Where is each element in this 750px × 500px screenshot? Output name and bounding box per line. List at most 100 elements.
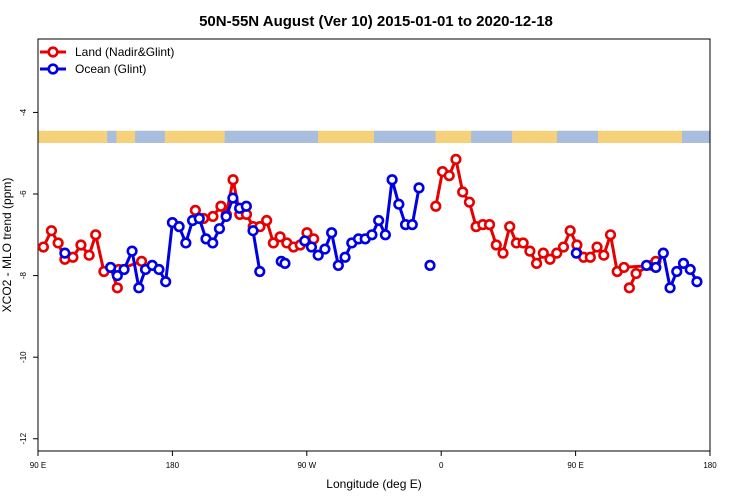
data-point: [111, 269, 123, 282]
data-point: [413, 182, 425, 194]
data-point: [530, 257, 543, 269]
data-point: [153, 263, 165, 276]
data-point: [623, 282, 635, 294]
x-tick-label: 90 E: [567, 461, 583, 470]
strip-ocean: [107, 130, 117, 144]
series-ocean: [59, 174, 703, 294]
x-tick-label: 180: [166, 461, 180, 470]
y-tick-label: -4: [19, 108, 28, 116]
data-point: [126, 245, 138, 257]
data-point: [332, 259, 344, 271]
data-point: [111, 282, 123, 294]
data-point: [443, 170, 455, 182]
data-point: [366, 229, 378, 241]
data-point: [537, 247, 549, 259]
data-point: [584, 251, 596, 263]
data-point: [299, 235, 311, 247]
data-point: [598, 249, 610, 261]
data-point: [604, 229, 617, 241]
data-point: [59, 247, 71, 259]
data-point: [564, 225, 576, 237]
y-tick-label: -6: [19, 190, 28, 198]
strip-ocean: [224, 130, 318, 144]
strip-ocean: [682, 130, 710, 144]
y-tick-label: -10: [19, 351, 28, 363]
strip-ocean: [556, 130, 598, 144]
legend-ocean-label: Ocean (Glint): [75, 62, 146, 76]
y-axis: -4 -6 -8 -10 -12: [19, 108, 38, 445]
data-point: [591, 241, 603, 253]
data-point: [240, 200, 252, 212]
data-point: [180, 237, 192, 249]
chart-title: 50N-55N August (Ver 10) 2015-01-01 to 20…: [199, 13, 553, 30]
data-point: [504, 221, 516, 233]
data-point: [227, 174, 239, 186]
data-point: [52, 237, 64, 249]
data-point: [640, 259, 653, 271]
x-axis: 90 E 180 90 W 0 90 E 180: [30, 451, 717, 470]
data-point: [393, 198, 405, 210]
data-point: [274, 231, 286, 243]
x-tick-label: 90 E: [30, 461, 46, 470]
plot-frame: [37, 38, 711, 452]
data-point: [326, 227, 338, 239]
data-point: [133, 282, 145, 294]
legend-item-land: Land (Nadir&Glint): [40, 45, 174, 59]
legend-item-ocean: Ocean (Glint): [40, 62, 146, 76]
data-point: [406, 219, 418, 231]
data-point: [279, 257, 291, 269]
data-point: [319, 243, 331, 255]
data-point: [483, 219, 496, 231]
series-layer: [37, 153, 703, 294]
data-point: [118, 263, 130, 276]
x-tick-label: 180: [703, 461, 717, 470]
data-point: [160, 276, 172, 288]
data-point: [90, 229, 102, 241]
data-point: [457, 186, 469, 198]
data-point: [379, 229, 391, 241]
data-point: [254, 265, 266, 278]
data-point: [618, 261, 630, 274]
data-point: [386, 174, 398, 186]
data-point: [75, 239, 87, 251]
data-point: [630, 267, 642, 280]
data-point: [105, 261, 117, 274]
data-point: [497, 247, 509, 259]
data-point: [524, 245, 536, 257]
data-point: [677, 257, 690, 269]
data-point: [213, 223, 226, 235]
strip-ocean: [471, 130, 513, 144]
data-point: [339, 251, 351, 263]
x-tick-label: 90 W: [297, 461, 316, 470]
data-point: [207, 237, 219, 249]
data-point: [220, 210, 232, 223]
legend-ocean-marker: [47, 63, 59, 75]
data-point: [551, 247, 563, 259]
x-tick-label: 0: [439, 461, 444, 470]
x-axis-label: Longitude (deg E): [326, 477, 421, 491]
series-land: [37, 153, 662, 294]
strip-ocean: [135, 130, 165, 144]
data-point: [450, 153, 462, 165]
data-point: [312, 249, 324, 261]
data-point: [671, 265, 683, 278]
y-tick-label: -12: [19, 432, 28, 444]
data-point: [215, 200, 227, 212]
data-point: [83, 249, 95, 261]
data-point: [430, 200, 442, 212]
legend: Land (Nadir&Glint) Ocean (Glint): [40, 45, 174, 76]
data-point: [490, 239, 502, 251]
data-point: [684, 263, 696, 276]
legend-land-marker: [47, 46, 59, 58]
y-tick-label: -8: [19, 271, 28, 279]
data-point: [267, 237, 279, 249]
land-ocean-strip: [38, 130, 710, 144]
data-point: [557, 241, 570, 253]
data-point: [570, 247, 582, 259]
data-point: [227, 192, 239, 204]
legend-land-label: Land (Nadir&Glint): [75, 45, 174, 59]
data-point: [247, 225, 259, 237]
data-point: [37, 241, 50, 253]
data-point: [305, 241, 318, 253]
